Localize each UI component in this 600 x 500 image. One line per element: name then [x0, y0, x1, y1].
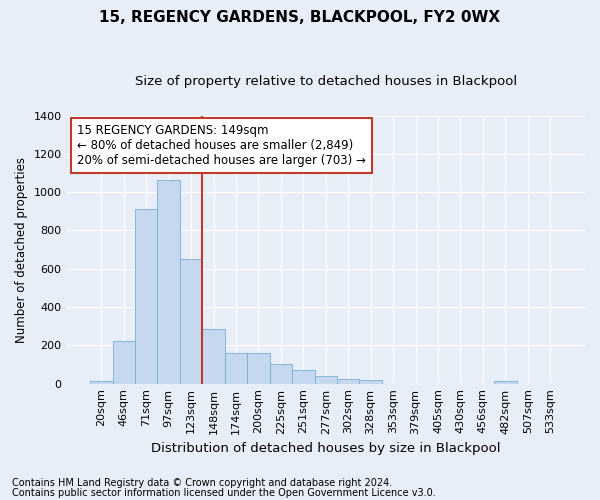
Bar: [359, 380, 382, 384]
Text: 15 REGENCY GARDENS: 149sqm
← 80% of detached houses are smaller (2,849)
20% of s: 15 REGENCY GARDENS: 149sqm ← 80% of deta…: [77, 124, 366, 166]
Bar: [202, 329, 225, 384]
Text: Contains HM Land Registry data © Crown copyright and database right 2024.: Contains HM Land Registry data © Crown c…: [12, 478, 392, 488]
Bar: [269, 364, 292, 384]
Bar: [90, 381, 113, 384]
Bar: [494, 381, 517, 384]
Bar: [314, 376, 337, 384]
Y-axis label: Number of detached properties: Number of detached properties: [15, 156, 28, 342]
Bar: [225, 353, 247, 384]
Bar: [113, 340, 135, 384]
Bar: [157, 180, 180, 384]
Bar: [247, 353, 269, 384]
Bar: [292, 370, 314, 384]
X-axis label: Distribution of detached houses by size in Blackpool: Distribution of detached houses by size …: [151, 442, 500, 455]
Bar: [180, 259, 202, 384]
Title: Size of property relative to detached houses in Blackpool: Size of property relative to detached ho…: [135, 75, 517, 88]
Bar: [337, 379, 359, 384]
Text: 15, REGENCY GARDENS, BLACKPOOL, FY2 0WX: 15, REGENCY GARDENS, BLACKPOOL, FY2 0WX: [100, 10, 500, 25]
Text: Contains public sector information licensed under the Open Government Licence v3: Contains public sector information licen…: [12, 488, 436, 498]
Bar: [135, 210, 157, 384]
